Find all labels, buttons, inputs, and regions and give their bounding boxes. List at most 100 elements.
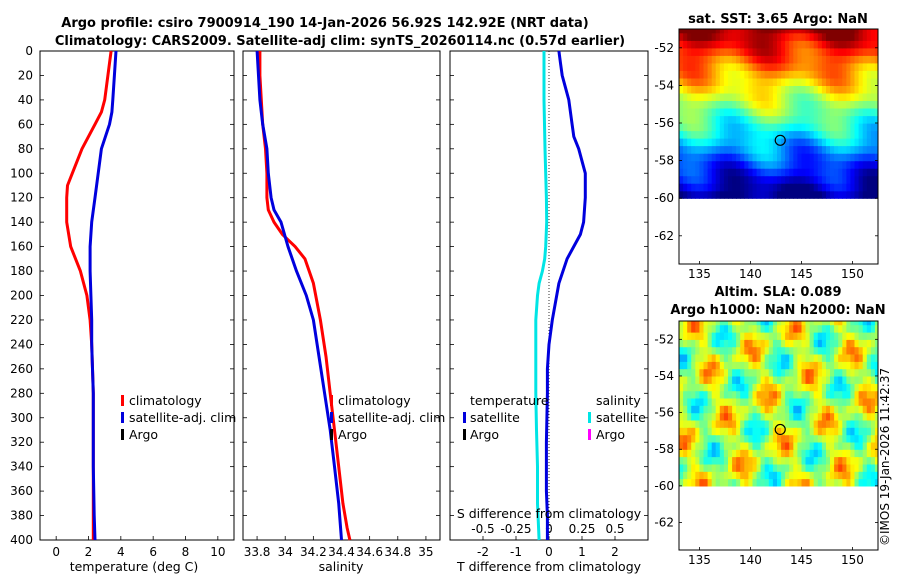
heat-cell xyxy=(752,368,758,377)
heat-cell xyxy=(805,62,811,71)
heat-cell xyxy=(830,168,835,177)
heat-cell xyxy=(764,463,770,472)
heat-cell xyxy=(789,321,794,326)
heat-cell xyxy=(793,478,798,487)
heat-cell xyxy=(862,449,868,458)
heat-cell xyxy=(817,405,823,414)
heat-cell xyxy=(699,145,705,154)
heat-cell xyxy=(768,463,774,472)
heat-cell xyxy=(719,47,725,56)
heat-cell xyxy=(870,478,876,487)
heat-cell xyxy=(870,405,876,414)
heat-cell xyxy=(715,160,721,169)
heat-cell xyxy=(821,145,827,154)
heat-cell xyxy=(854,29,860,34)
heat-cell xyxy=(830,47,835,56)
heat-cell xyxy=(740,361,745,370)
heat-cell xyxy=(850,412,856,421)
heat-cell xyxy=(838,32,843,41)
heat-cell xyxy=(838,123,843,132)
heat-cell xyxy=(707,339,713,348)
heat-cell xyxy=(834,456,839,465)
heat-cell xyxy=(699,390,705,399)
heat-cell xyxy=(821,92,827,101)
heat-cell xyxy=(711,190,717,199)
heat-cell xyxy=(736,55,741,64)
heat-cell xyxy=(691,32,696,41)
heat-cell xyxy=(801,130,807,139)
series-line-s-satellite xyxy=(534,51,549,541)
heat-cell xyxy=(797,397,803,406)
heat-cell xyxy=(719,368,725,377)
heat-cell xyxy=(826,123,831,132)
heat-cell xyxy=(723,183,729,192)
x-tick-label: 34 xyxy=(278,545,293,559)
heat-cell xyxy=(850,324,856,333)
heat-cell xyxy=(723,138,729,147)
heat-cell xyxy=(842,478,847,487)
heat-cell xyxy=(760,175,766,184)
heat-cell xyxy=(785,153,790,162)
heat-cell xyxy=(699,153,705,162)
heat-cell xyxy=(760,40,766,49)
legend-label-satellite: satellite-adj. clim xyxy=(338,410,445,425)
heat-cell xyxy=(695,412,700,421)
heat-cell xyxy=(834,478,839,487)
heat-cell xyxy=(846,397,852,406)
heat-cell xyxy=(817,138,823,147)
heat-cell xyxy=(858,55,864,64)
difference-plot-area xyxy=(449,50,649,541)
heat-cell xyxy=(866,397,872,406)
heat-cell xyxy=(695,145,700,154)
heat-cell xyxy=(838,354,843,362)
heat-cell xyxy=(838,324,843,333)
heat-cell xyxy=(699,434,705,443)
heat-cell xyxy=(789,332,794,340)
heat-cell xyxy=(817,62,823,71)
heat-cell xyxy=(691,108,696,117)
heat-cell xyxy=(809,55,815,64)
heat-cell xyxy=(854,160,860,169)
heat-cell xyxy=(711,138,717,147)
heat-cell xyxy=(838,419,843,428)
heat-cell xyxy=(772,441,778,450)
heat-cell xyxy=(777,190,782,199)
heat-cell xyxy=(695,32,700,41)
heat-cell xyxy=(691,427,696,436)
heat-cell xyxy=(687,190,692,199)
heat-cell xyxy=(813,175,819,184)
heat-cell xyxy=(728,77,733,86)
heat-cell xyxy=(744,130,749,139)
heat-cell xyxy=(826,390,831,399)
heat-cell xyxy=(830,419,835,428)
heat-cell xyxy=(772,463,778,472)
heat-cell xyxy=(740,332,745,340)
heat-cell xyxy=(781,361,786,370)
heat-cell xyxy=(736,449,741,458)
heat-cell xyxy=(687,130,692,139)
heat-cell xyxy=(842,115,847,124)
heat-cell xyxy=(793,153,798,162)
heat-cell xyxy=(789,123,794,132)
heat-cell xyxy=(707,368,713,377)
heat-cell xyxy=(842,441,847,450)
heat-cell xyxy=(854,324,860,333)
heat-cell xyxy=(728,85,733,94)
heat-cell xyxy=(683,115,688,124)
heat-cell xyxy=(768,138,774,147)
heat-cell xyxy=(834,332,839,340)
heat-cell xyxy=(756,339,762,348)
depth-tick-label: 120 xyxy=(10,191,33,205)
heat-cell xyxy=(695,29,700,34)
heat-cell xyxy=(813,108,819,117)
heat-cell xyxy=(772,397,778,406)
heat-cell xyxy=(740,456,745,465)
heat-cell xyxy=(719,449,725,458)
heat-cell xyxy=(870,70,876,79)
heat-cell xyxy=(858,92,864,101)
heat-cell xyxy=(679,85,684,94)
heat-cell xyxy=(699,449,705,458)
heat-cell xyxy=(772,115,778,124)
heat-cell xyxy=(874,332,878,340)
